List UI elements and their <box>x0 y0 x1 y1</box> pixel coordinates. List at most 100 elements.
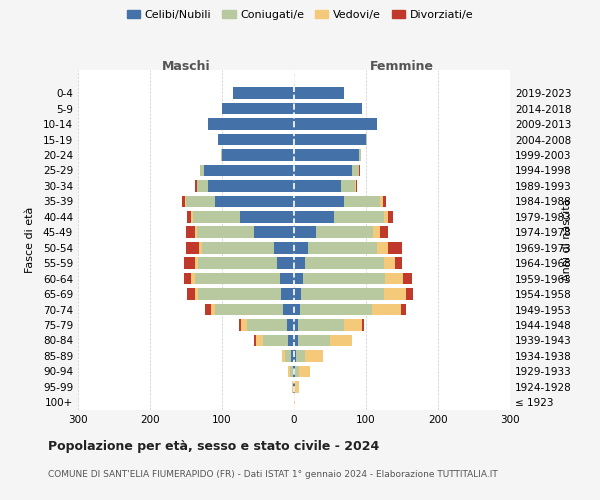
Bar <box>184 273 191 284</box>
Bar <box>241 319 247 331</box>
Bar <box>290 366 293 377</box>
Bar <box>281 288 294 300</box>
Bar <box>197 180 208 192</box>
Bar <box>240 211 294 222</box>
Bar <box>239 319 241 331</box>
Bar <box>198 258 277 269</box>
Bar <box>294 196 344 207</box>
Bar <box>215 304 283 316</box>
Y-axis label: Fasce di età: Fasce di età <box>25 207 35 273</box>
Bar <box>280 273 294 284</box>
Bar <box>274 242 294 254</box>
Text: Popolazione per età, sesso e stato civile - 2024: Popolazione per età, sesso e stato civil… <box>48 440 379 453</box>
Bar <box>218 134 294 145</box>
Bar <box>403 273 412 284</box>
Bar <box>352 164 359 176</box>
Bar <box>294 103 362 115</box>
Bar <box>330 334 352 346</box>
Bar <box>395 258 402 269</box>
Bar <box>388 211 394 222</box>
Bar <box>294 334 298 346</box>
Bar <box>221 149 222 161</box>
Y-axis label: Anni di nascita: Anni di nascita <box>562 198 572 281</box>
Bar <box>288 334 294 346</box>
Bar <box>388 242 402 254</box>
Bar <box>286 350 291 362</box>
Bar <box>294 366 295 377</box>
Bar <box>186 242 199 254</box>
Bar <box>384 258 395 269</box>
Bar <box>384 211 388 222</box>
Bar <box>187 288 194 300</box>
Bar <box>344 319 362 331</box>
Bar <box>294 211 334 222</box>
Bar <box>287 319 294 331</box>
Bar <box>355 180 356 192</box>
Bar <box>191 211 193 222</box>
Bar <box>294 149 359 161</box>
Bar <box>359 149 361 161</box>
Bar <box>372 304 401 316</box>
Bar <box>294 273 302 284</box>
Bar <box>211 304 215 316</box>
Bar <box>356 180 358 192</box>
Bar <box>296 350 305 362</box>
Bar <box>196 180 197 192</box>
Bar <box>380 226 388 238</box>
Bar <box>305 258 384 269</box>
Bar <box>202 242 274 254</box>
Legend: Celibi/Nubili, Coniugati/e, Vedovi/e, Divorziati/e: Celibi/Nubili, Coniugati/e, Vedovi/e, Di… <box>122 6 478 25</box>
Bar <box>295 381 299 392</box>
Bar <box>256 334 263 346</box>
Bar <box>294 304 300 316</box>
Bar <box>401 304 406 316</box>
Bar <box>302 273 385 284</box>
Bar <box>193 211 240 222</box>
Bar <box>205 304 211 316</box>
Bar <box>185 196 186 207</box>
Text: Femmine: Femmine <box>370 60 434 73</box>
Bar <box>294 288 301 300</box>
Bar <box>233 88 294 99</box>
Bar <box>222 149 294 161</box>
Bar <box>294 381 295 392</box>
Bar <box>194 288 198 300</box>
Bar <box>299 366 310 377</box>
Bar <box>283 304 294 316</box>
Bar <box>341 180 355 192</box>
Bar <box>298 334 330 346</box>
Bar <box>254 226 294 238</box>
Bar <box>282 350 286 362</box>
Bar <box>380 196 383 207</box>
Bar <box>377 242 388 254</box>
Bar <box>291 350 294 362</box>
Bar <box>254 334 256 346</box>
Bar <box>294 396 295 408</box>
Bar <box>200 164 204 176</box>
Bar <box>191 273 194 284</box>
Bar <box>199 242 202 254</box>
Bar <box>222 103 294 115</box>
Bar <box>247 319 287 331</box>
Bar <box>385 273 403 284</box>
Bar <box>194 273 280 284</box>
Bar <box>373 226 380 238</box>
Bar <box>406 288 413 300</box>
Bar <box>294 319 298 331</box>
Bar <box>293 381 294 392</box>
Bar <box>294 164 352 176</box>
Bar <box>383 196 386 207</box>
Bar <box>362 319 364 331</box>
Bar <box>294 180 341 192</box>
Bar <box>277 258 294 269</box>
Bar <box>293 366 294 377</box>
Bar <box>366 134 367 145</box>
Bar <box>292 381 293 392</box>
Bar <box>208 118 294 130</box>
Text: Maschi: Maschi <box>161 60 211 73</box>
Bar <box>204 164 294 176</box>
Bar <box>198 288 281 300</box>
Bar <box>208 180 294 192</box>
Bar <box>182 196 185 207</box>
Bar <box>294 258 305 269</box>
